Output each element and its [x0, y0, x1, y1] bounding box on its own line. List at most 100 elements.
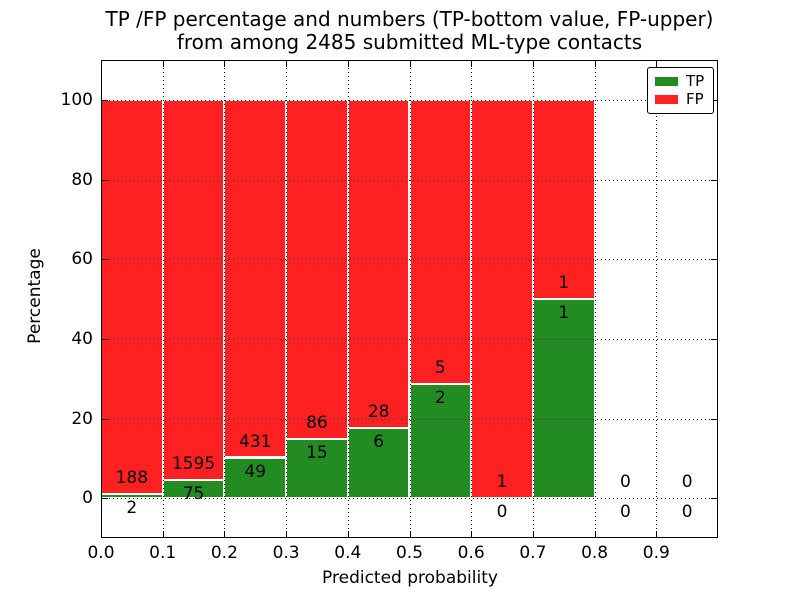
tp-bar-segment: [224, 457, 287, 499]
x-tick-mark: [162, 531, 164, 537]
gridline-horizontal: [101, 338, 718, 340]
y-tick-mark: [102, 259, 108, 261]
fp-bar-segment: [286, 99, 348, 439]
x-tick-label: 0.3: [272, 543, 300, 563]
tp-count-label: 75: [182, 484, 205, 505]
x-axis-label: Predicted probability: [322, 568, 498, 588]
x-tick-mark-top: [656, 61, 658, 67]
x-tick-mark-top: [101, 61, 102, 67]
tp-count-label: 49: [244, 461, 267, 482]
y-tick-mark: [102, 418, 108, 420]
x-tick-label: 0.9: [642, 543, 670, 563]
fp-count-label: 1595: [171, 454, 216, 475]
gridline-vertical: [347, 60, 349, 538]
tp-count-label: 0: [620, 502, 631, 523]
tp-count-label: 6: [373, 431, 385, 452]
fp-bar-segment: [471, 99, 533, 499]
fp-legend-swatch: [655, 95, 678, 105]
x-tick-mark-top: [162, 61, 164, 67]
x-tick-label: 0.2: [210, 543, 238, 563]
y-tick-mark: [102, 338, 108, 340]
fp-legend-label: FP: [686, 90, 704, 109]
gridline-vertical: [471, 60, 473, 538]
fp-count-label: 188: [115, 467, 149, 488]
x-tick-mark-top: [347, 61, 349, 67]
fp-count-label: 1: [496, 472, 508, 493]
fp-bar-segment: [347, 99, 410, 428]
fp-count-label: 0: [620, 472, 631, 493]
tp-bar-segment: [532, 299, 595, 499]
gridline-horizontal: [101, 498, 718, 500]
gridline-vertical: [594, 60, 596, 538]
x-tick-label: 0.4: [334, 543, 362, 563]
y-tick-mark-right: [711, 259, 717, 261]
y-tick-mark-right: [711, 418, 717, 420]
x-tick-label: 0.0: [87, 543, 115, 563]
gridline-vertical: [532, 60, 534, 538]
x-tick-mark: [471, 531, 473, 537]
y-tick-mark-right: [711, 498, 717, 500]
y-tick-mark-right: [711, 99, 717, 101]
x-tick-mark: [286, 531, 288, 537]
x-tick-mark-top: [224, 61, 226, 67]
fp-count-label: 28: [367, 401, 390, 422]
tp-count-label: 2: [126, 497, 138, 518]
fp-count-label: 1: [558, 273, 570, 293]
y-tick-mark: [102, 498, 108, 500]
tp-count-label: 1: [558, 303, 570, 323]
tp-legend-swatch: [655, 76, 678, 86]
x-tick-label: 0.6: [457, 543, 485, 563]
gridline-horizontal: [101, 99, 718, 101]
gridline-vertical: [162, 60, 164, 538]
x-tick-label: 0.8: [581, 543, 609, 563]
tp-count-label: 2: [434, 388, 446, 409]
chart-title-line1: TP /FP percentage and numbers (TP-bottom…: [105, 7, 714, 31]
tp-bar-segment: [409, 384, 472, 499]
y-tick-mark: [102, 179, 108, 181]
fp-bar-segment: [532, 99, 595, 299]
x-tick-mark: [656, 531, 658, 537]
x-tick-mark: [347, 531, 349, 537]
y-tick-label: 100: [60, 89, 93, 110]
gridline-horizontal: [101, 418, 718, 420]
x-tick-mark: [101, 531, 102, 537]
gridline-vertical: [101, 60, 102, 538]
x-tick-mark: [224, 531, 226, 537]
x-tick-mark: [594, 531, 596, 537]
chart-title: TP /FP percentage and numbers (TP-bottom…: [101, 8, 718, 54]
fp-count-label: 86: [306, 413, 328, 433]
legend-item-tp: TP: [655, 71, 706, 90]
x-tick-mark: [409, 531, 411, 537]
fp-count-label: 5: [434, 358, 446, 379]
x-tick-mark-top: [594, 61, 596, 67]
y-tick-label: 40: [71, 328, 93, 349]
x-tick-mark-top: [409, 61, 411, 67]
fp-bar-segment: [162, 99, 225, 481]
y-tick-label: 20: [71, 408, 93, 429]
tp-count-label: 0: [496, 502, 508, 523]
x-tick-mark: [532, 531, 534, 537]
x-tick-mark-top: [532, 61, 534, 67]
y-tick-mark-right: [711, 338, 717, 340]
tp-bar-segment: [286, 439, 348, 499]
gridline-vertical: [224, 60, 226, 538]
y-tick-mark-right: [711, 179, 717, 181]
gridline-vertical: [409, 60, 411, 538]
x-tick-mark-top: [471, 61, 473, 67]
tp-count-label: 0: [681, 502, 693, 523]
fp-bar-segment: [224, 99, 287, 458]
gridline-horizontal: [101, 179, 718, 181]
fp-bar-segment: [409, 99, 472, 385]
tp-legend-label: TP: [686, 71, 705, 90]
tp-count-label: 15: [306, 443, 328, 463]
x-tick-mark-top: [286, 61, 288, 67]
x-tick-label: 0.1: [149, 543, 177, 563]
x-tick-label: 0.5: [395, 543, 424, 563]
y-tick-label: 80: [71, 169, 93, 190]
fp-count-label: 0: [681, 472, 693, 493]
legend: TP FP: [647, 67, 714, 114]
gridline-vertical: [656, 60, 658, 538]
y-tick-label: 60: [71, 249, 93, 270]
